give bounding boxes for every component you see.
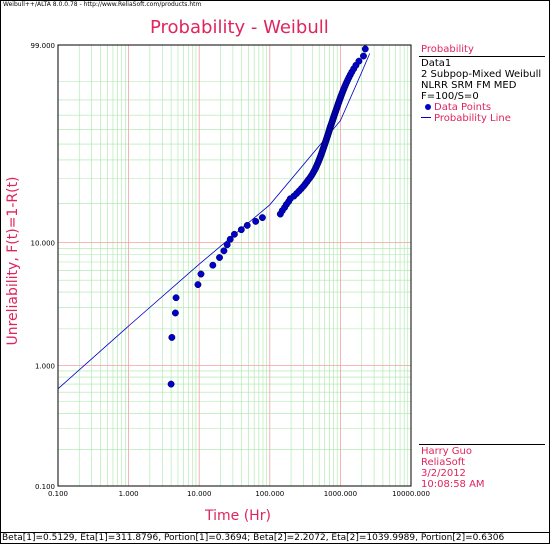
- data-point: [223, 241, 231, 249]
- data-point: [216, 254, 223, 261]
- data-point: [252, 217, 260, 225]
- data-point: [167, 380, 175, 388]
- chart-title: Probability - Weibull: [150, 17, 329, 38]
- signature-divider: [419, 444, 545, 445]
- x-tick-label: 10000.000: [392, 490, 430, 498]
- data-point: [172, 294, 180, 302]
- x-axis-label: Time (Hr): [205, 508, 271, 524]
- data-point: [220, 247, 228, 255]
- signature-time: 10:08:58 AM: [421, 479, 485, 490]
- data-point: [168, 333, 176, 341]
- y-tick-label: 0.100: [35, 483, 55, 491]
- data-point: [209, 261, 217, 269]
- data-point: [171, 309, 179, 317]
- data-point: [258, 214, 266, 222]
- legend-points-entry: Data Points: [421, 102, 547, 113]
- y-tick-label: 99.000: [31, 42, 56, 50]
- probability-line: [57, 53, 371, 390]
- y-tick-label: 10.000: [31, 240, 56, 248]
- data-point: [226, 235, 234, 243]
- signature-name: Harry Guo: [421, 446, 472, 457]
- x-tick-label: 100.000: [255, 490, 284, 498]
- data-point: [197, 270, 205, 278]
- signature-block: Harry Guo ReliaSoft 3/2/2012 10:08:58 AM: [419, 444, 545, 490]
- signature-company: ReliaSoft: [421, 457, 466, 468]
- legend-divider: [419, 56, 545, 57]
- data-point: [237, 226, 245, 234]
- legend-line-4: F=100/S=0: [421, 91, 479, 102]
- x-tick-label: 1.000: [119, 490, 139, 498]
- data-point: [360, 52, 367, 60]
- legend-line-2: 2 Subpop-Mixed Weibull: [421, 69, 542, 80]
- legend-line-icon: [421, 116, 431, 118]
- x-tick-label: 1000.000: [324, 490, 357, 498]
- data-point: [194, 281, 202, 289]
- legend-line-label: Probability Line: [434, 113, 511, 124]
- data-point: [361, 45, 369, 53]
- data-point: [230, 230, 238, 238]
- y-tick-label: 1.000: [35, 362, 55, 370]
- signature-date: 3/2/2012: [421, 468, 466, 479]
- x-tick-label: 10.000: [187, 490, 212, 498]
- legend-dot-icon: [425, 104, 431, 110]
- legend-title: Probability: [421, 44, 474, 55]
- legend-line-3: NLRR SRM FM MED: [421, 80, 517, 91]
- legend-line-1: Data1: [421, 58, 452, 69]
- legend-line-entry: Probability Line: [421, 113, 547, 124]
- data-point: [243, 221, 251, 229]
- plot-border: [57, 44, 412, 487]
- header-url-text: Weibull++/ALTA 8.0.0.78 - http://www.Rel…: [3, 1, 202, 8]
- parameter-footer: Beta[1]=0.5129, Eta[1]=311.8796, Portion…: [0, 532, 550, 544]
- legend-points-label: Data Points: [434, 102, 492, 113]
- x-tick-label: 0.100: [48, 490, 68, 498]
- data-point: [355, 57, 363, 65]
- legend: Probability Data1 2 Subpop-Mixed Weibull…: [419, 44, 547, 124]
